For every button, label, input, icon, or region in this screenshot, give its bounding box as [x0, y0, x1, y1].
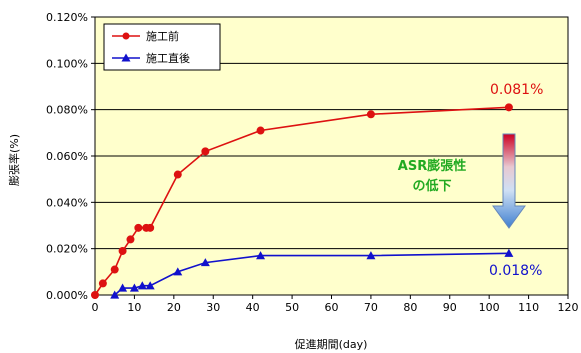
legend-label-series-2: 施工直後: [146, 51, 190, 65]
data-point-series-2: [118, 283, 128, 292]
data-point-series-2: [200, 258, 210, 267]
series-line-2: [114, 252, 509, 296]
x-tick-label: 100: [479, 301, 500, 314]
x-tick-label: 40: [246, 301, 260, 314]
data-point-series-2: [173, 267, 183, 276]
end-label-series-1: 0.081%: [490, 82, 543, 98]
x-tick-label: 80: [403, 301, 417, 314]
data-point-series-1: [504, 103, 513, 112]
annotation: ASR膨張性 の低下: [398, 133, 526, 229]
legend-marker-series-2: [121, 53, 131, 62]
data-point-series-1: [146, 223, 155, 232]
y-tick-label: 0.020%: [46, 243, 88, 256]
data-point-series-1: [110, 265, 119, 274]
data-point-series-1: [256, 126, 265, 135]
x-axis-ticks: 0 10 20 30 40 50 60 70 80 90 100 110 120: [92, 295, 579, 314]
data-point-series-1: [98, 279, 107, 288]
data-point-series-1: [366, 110, 375, 119]
x-tick-label: 90: [443, 301, 457, 314]
y-tick-label: 0.120%: [46, 11, 88, 24]
y-tick-label: 0.060%: [46, 150, 88, 163]
x-tick-label: 110: [518, 301, 539, 314]
data-point-series-2: [256, 251, 266, 260]
y-axis-ticks: 0.000% 0.020% 0.040% 0.060% 0.080% 0.100% 0.12…: [46, 11, 95, 302]
legend: 施工前 施工直後: [103, 23, 221, 71]
y-tick-label: 0.100%: [46, 57, 88, 70]
x-tick-label: 50: [285, 301, 299, 314]
x-tick-label: 0: [92, 301, 99, 314]
annotation-line-2: の低下: [412, 178, 451, 194]
legend-box: [103, 23, 221, 71]
decrease-arrow: [492, 133, 526, 229]
gridlines: [95, 62, 568, 250]
x-axis-label: 促進期間(day): [295, 337, 368, 351]
data-point-series-2: [137, 281, 147, 290]
data-point-series-2: [366, 251, 376, 260]
data-point-series-1: [118, 246, 127, 255]
data-point-series-2: [145, 281, 155, 290]
data-point-series-1: [91, 291, 99, 299]
y-tick-label: 0.080%: [46, 104, 88, 117]
y-tick-label: 0.000%: [46, 289, 88, 302]
data-point-series-2: [110, 290, 120, 299]
y-axis-label: 膨張率(%): [7, 134, 21, 186]
data-point-series-1: [134, 223, 143, 232]
annotation-line-1: ASR膨張性: [398, 158, 466, 174]
legend-label-series-1: 施工前: [146, 29, 179, 43]
series-layer: [91, 103, 514, 299]
data-point-series-2: [504, 248, 514, 257]
data-point-series-1: [201, 147, 210, 156]
x-tick-label: 10: [127, 301, 141, 314]
legend-marker-series-1: [122, 32, 130, 40]
data-point-series-1: [173, 170, 182, 179]
x-tick-label: 120: [558, 301, 579, 314]
x-tick-label: 20: [167, 301, 181, 314]
y-tick-label: 0.040%: [46, 196, 88, 209]
end-label-series-2: 0.018%: [489, 263, 542, 279]
x-tick-label: 60: [325, 301, 339, 314]
x-tick-label: 30: [206, 301, 220, 314]
data-point-series-2: [129, 283, 139, 292]
data-point-series-1: [126, 235, 135, 244]
x-tick-label: 70: [364, 301, 378, 314]
